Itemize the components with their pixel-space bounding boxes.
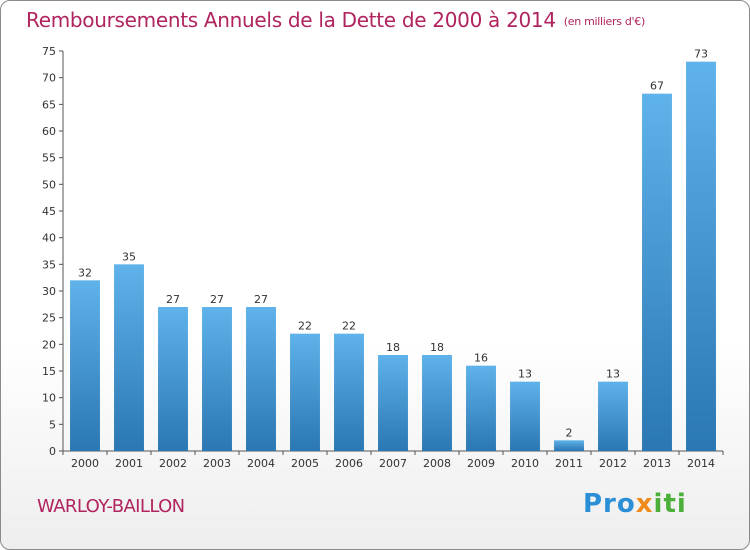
y-tick-label: 25: [42, 312, 56, 325]
commune-name: WARLOY-BAILLON: [37, 496, 185, 517]
y-tick-label: 0: [49, 445, 56, 458]
bar-value-label: 32: [78, 266, 92, 279]
y-tick-label: 20: [42, 338, 56, 351]
y-tick-label: 5: [49, 418, 56, 431]
bar-value-label: 22: [342, 320, 356, 333]
x-tick-label: 2004: [247, 457, 275, 470]
x-tick-label: 2006: [335, 457, 363, 470]
y-tick-label: 60: [42, 125, 56, 138]
y-tick-label: 10: [42, 392, 56, 405]
y-tick-label: 15: [42, 365, 56, 378]
x-tick-label: 2010: [511, 457, 539, 470]
y-tick-label: 70: [42, 72, 56, 85]
bar: [598, 381, 628, 451]
bar-value-label: 13: [606, 368, 620, 381]
y-tick-label: 40: [42, 232, 56, 245]
bar-value-label: 13: [518, 368, 532, 381]
bar: [290, 333, 320, 451]
x-tick-label: 2000: [71, 457, 99, 470]
bar-value-label: 27: [166, 293, 180, 306]
x-tick-label: 2003: [203, 457, 231, 470]
chart-axes: 0 5 10 15 20 25 30 35 40 45 50 55 60 65 70 75 2000 2001 20…: [42, 45, 724, 470]
bar: [202, 307, 232, 451]
bar: [378, 355, 408, 451]
bar-value-label: 2: [566, 426, 573, 439]
chart-title: Remboursements Annuels de la Dette de 20…: [26, 8, 645, 32]
bar-value-label: 18: [430, 341, 444, 354]
bar: [70, 280, 100, 451]
bar: [642, 93, 672, 452]
bar-value-label: 73: [694, 48, 708, 61]
y-tick-label: 75: [42, 45, 56, 58]
bar-value-label: 67: [650, 80, 664, 93]
x-tick-label: 2011: [555, 457, 583, 470]
bar: [422, 355, 452, 451]
y-tick-label: 65: [42, 98, 56, 111]
x-tick-label: 2005: [291, 457, 319, 470]
x-tick-label: 2002: [159, 457, 187, 470]
bar-value-label: 22: [298, 320, 312, 333]
x-tick-label: 2013: [643, 457, 671, 470]
proxiti-logo[interactable]: Proxiti: [583, 489, 687, 519]
bar: [334, 333, 364, 451]
bar: [686, 61, 716, 452]
x-tick-label: 2014: [687, 457, 715, 470]
x-tick-label: 2007: [379, 457, 407, 470]
bar-value-label: 27: [210, 293, 224, 306]
y-tick-label: 45: [42, 205, 56, 218]
bar-value-label: 18: [386, 341, 400, 354]
chart-bars: [70, 61, 716, 452]
bar: [114, 264, 144, 451]
bar: [246, 307, 276, 451]
y-tick-label: 35: [42, 258, 56, 271]
y-tick-label: 50: [42, 178, 56, 191]
y-tick-label: 30: [42, 285, 56, 298]
bar: [554, 440, 584, 451]
chart-unit: (en milliers d'€): [563, 15, 645, 28]
bar: [158, 307, 188, 451]
x-tick-label: 2001: [115, 457, 143, 470]
x-tick-label: 2008: [423, 457, 451, 470]
chart-title-text: Remboursements Annuels de la Dette de 20…: [26, 8, 556, 32]
x-tick-label: 2012: [599, 457, 627, 470]
y-tick-label: 55: [42, 152, 56, 165]
x-tick-label: 2009: [467, 457, 495, 470]
bar-value-label: 35: [122, 250, 136, 263]
bar: [466, 365, 496, 451]
chart-value-labels: 32 35 27 27 27 22 22 18 18 16 13 2 13 67 73: [78, 48, 708, 440]
bar: [510, 381, 540, 451]
bar-value-label: 27: [254, 293, 268, 306]
bar-value-label: 16: [474, 352, 488, 365]
